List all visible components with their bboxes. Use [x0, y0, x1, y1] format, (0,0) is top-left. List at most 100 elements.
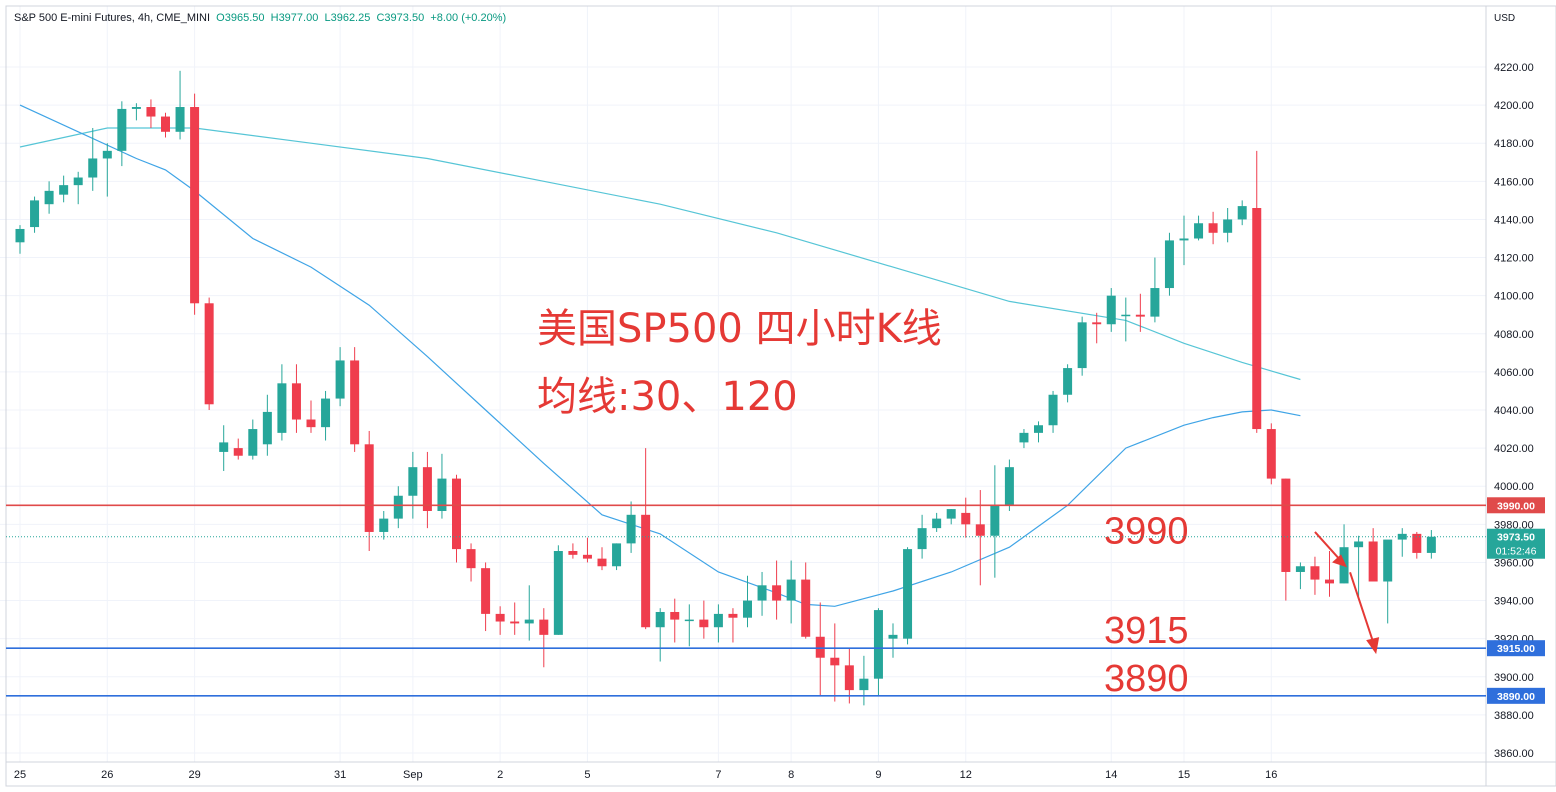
candle: [553, 545, 563, 635]
candle-body: [393, 495, 403, 519]
candle-body: [321, 398, 331, 428]
candle: [597, 547, 607, 571]
candle-body: [262, 411, 272, 445]
y-tick-label: 4120.00: [1494, 253, 1534, 265]
candle-body: [1426, 536, 1436, 553]
y-tick-label: 3980.00: [1494, 519, 1534, 531]
candle: [495, 606, 505, 635]
forecast-arrow-head-2: [1366, 637, 1380, 655]
candle-body: [990, 505, 1000, 536]
x-tick-label: 16: [1265, 769, 1277, 781]
candle-body: [786, 579, 796, 601]
candle: [830, 623, 840, 702]
price-axis: 3860.003880.003900.003920.003940.003960.…: [1494, 62, 1534, 760]
candle: [102, 143, 112, 197]
candle-body: [626, 514, 636, 544]
candle-body: [539, 619, 549, 635]
candle-body: [88, 158, 98, 178]
candle: [1164, 232, 1174, 296]
candle: [1281, 478, 1291, 601]
candle: [1121, 297, 1131, 342]
candle-body: [30, 200, 40, 228]
candle: [1339, 524, 1349, 584]
candle: [73, 171, 83, 205]
grid: [0, 6, 1486, 762]
candle: [801, 562, 811, 639]
candle-body: [161, 116, 170, 132]
candle: [15, 225, 25, 254]
candle: [699, 600, 709, 639]
level-tag-3890: 3890.00: [1497, 691, 1535, 703]
candle-body: [713, 613, 723, 628]
candle: [1368, 528, 1378, 582]
bar-countdown: 01:52:46: [1496, 546, 1537, 558]
candle-body: [175, 107, 185, 132]
candle-body: [1019, 432, 1029, 443]
candle-body: [903, 549, 913, 639]
candle-body: [917, 528, 927, 550]
candle-body: [1252, 208, 1262, 430]
candle: [626, 501, 636, 553]
candle-body: [961, 512, 971, 525]
candle-body: [1034, 425, 1043, 433]
candle-body: [655, 611, 665, 628]
candle: [1266, 423, 1276, 485]
candle-body: [131, 107, 141, 109]
y-tick-label: 3900.00: [1494, 672, 1534, 684]
level-tag-bg: [1487, 497, 1545, 514]
y-tick-label: 4160.00: [1494, 176, 1534, 188]
candle-body: [1135, 314, 1145, 317]
candle-body: [408, 467, 418, 496]
candle: [204, 297, 214, 410]
candle-body: [1412, 533, 1422, 553]
candle-body: [510, 621, 520, 624]
candle: [321, 390, 331, 441]
high-value: H3977.00: [270, 12, 319, 24]
candle: [917, 514, 927, 559]
candle: [1004, 459, 1014, 511]
candle-body: [1368, 541, 1378, 582]
y-tick-label: 4020.00: [1494, 443, 1534, 455]
candle: [466, 543, 476, 582]
symbol-title[interactable]: S&P 500 E-mini Futures, 4h, CME_MINI: [14, 12, 211, 24]
candle-body: [1150, 288, 1160, 317]
level-tag-bg: [1487, 687, 1545, 704]
candle-body: [815, 636, 825, 658]
x-tick-label: 31: [334, 769, 346, 781]
candle: [364, 430, 374, 552]
candle-body: [1266, 429, 1276, 479]
candle: [379, 510, 389, 540]
y-tick-label: 4140.00: [1494, 214, 1534, 226]
candle-body: [728, 613, 738, 618]
candle-body: [102, 150, 112, 159]
candle-body: [844, 665, 854, 691]
candle: [641, 448, 651, 630]
candle: [233, 438, 243, 460]
x-tick-label: 5: [584, 769, 590, 781]
candle-body: [524, 619, 534, 624]
candle-body: [1063, 368, 1073, 395]
candle-body: [873, 610, 883, 679]
candle: [961, 497, 971, 538]
candle-body: [291, 383, 301, 420]
last-price-tag: 3973.50: [1497, 532, 1535, 544]
candle: [713, 604, 723, 643]
x-tick-label: Sep: [403, 769, 423, 781]
candle: [539, 608, 549, 668]
candle-body: [466, 549, 476, 569]
candle: [655, 608, 665, 662]
candle-body: [670, 611, 680, 620]
candle-body: [1310, 566, 1320, 580]
candle-body: [1048, 394, 1058, 426]
candle: [859, 655, 869, 706]
candle-body: [1121, 314, 1131, 317]
x-tick-label: 9: [875, 769, 881, 781]
level-annotation-3915: 3915: [1104, 610, 1189, 652]
candle: [1106, 288, 1116, 332]
candle: [291, 364, 301, 433]
candle-body: [452, 478, 461, 550]
candle-body: [1208, 223, 1218, 233]
y-tick-label: 4200.00: [1494, 100, 1534, 112]
